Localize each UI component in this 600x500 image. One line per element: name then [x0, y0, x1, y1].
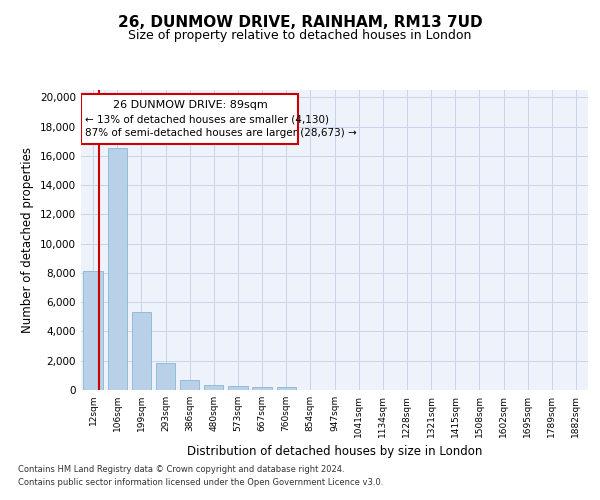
- Bar: [156, 363, 175, 390]
- Text: 26, DUNMOW DRIVE, RAINHAM, RM13 7UD: 26, DUNMOW DRIVE, RAINHAM, RM13 7UD: [118, 15, 482, 30]
- Bar: [277, 387, 296, 390]
- Y-axis label: Number of detached properties: Number of detached properties: [22, 147, 34, 333]
- Bar: [132, 312, 151, 390]
- Text: Contains HM Land Registry data © Crown copyright and database right 2024.: Contains HM Land Registry data © Crown c…: [18, 466, 344, 474]
- Text: Size of property relative to detached houses in London: Size of property relative to detached ho…: [128, 30, 472, 43]
- Bar: [253, 386, 272, 390]
- Bar: [180, 380, 199, 390]
- Text: ← 13% of detached houses are smaller (4,130): ← 13% of detached houses are smaller (4,…: [85, 114, 329, 124]
- Bar: [107, 148, 127, 390]
- FancyBboxPatch shape: [82, 94, 298, 144]
- Bar: [204, 385, 223, 390]
- Text: 26 DUNMOW DRIVE: 89sqm: 26 DUNMOW DRIVE: 89sqm: [113, 100, 267, 110]
- Bar: [83, 272, 103, 390]
- Bar: [228, 386, 248, 390]
- Text: Contains public sector information licensed under the Open Government Licence v3: Contains public sector information licen…: [18, 478, 383, 487]
- X-axis label: Distribution of detached houses by size in London: Distribution of detached houses by size …: [187, 446, 482, 458]
- Text: 87% of semi-detached houses are larger (28,673) →: 87% of semi-detached houses are larger (…: [85, 128, 357, 138]
